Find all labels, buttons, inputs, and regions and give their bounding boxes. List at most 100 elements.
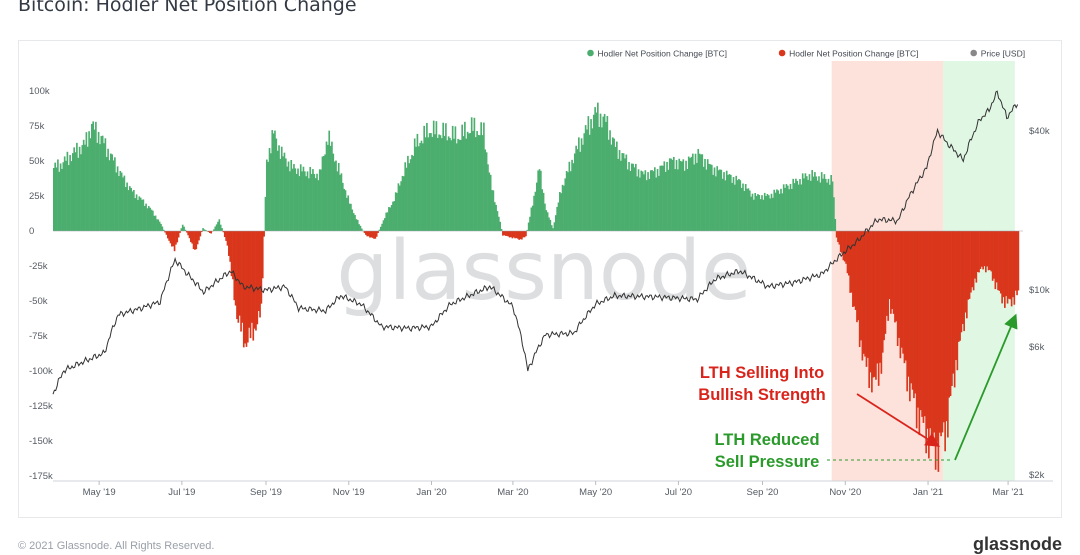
positive-bar bbox=[278, 145, 280, 231]
negative-bar bbox=[906, 231, 908, 392]
positive-bar bbox=[757, 194, 759, 231]
positive-bar bbox=[435, 121, 438, 231]
positive-bar bbox=[565, 170, 568, 231]
negative-bar bbox=[230, 231, 233, 277]
positive-bar bbox=[344, 190, 347, 231]
positive-bar bbox=[426, 122, 428, 231]
positive-bar bbox=[559, 191, 561, 231]
positive-bar bbox=[321, 156, 324, 231]
positive-bar bbox=[115, 172, 118, 231]
positive-bar bbox=[753, 199, 755, 231]
positive-bar bbox=[359, 225, 362, 231]
positive-bar bbox=[336, 171, 339, 231]
positive-bar bbox=[436, 137, 439, 231]
positive-bar bbox=[759, 199, 762, 231]
positive-bar bbox=[141, 199, 143, 231]
negative-bar bbox=[164, 231, 166, 233]
negative-bar bbox=[263, 231, 265, 237]
positive-bar bbox=[434, 134, 436, 231]
positive-bar bbox=[184, 229, 187, 231]
negative-bar bbox=[964, 231, 967, 313]
negative-bar bbox=[196, 231, 199, 245]
negative-bar bbox=[980, 231, 983, 267]
page-title: Bitcoin: Hodler Net Position Change bbox=[18, 0, 357, 16]
positive-bar bbox=[531, 205, 534, 231]
positive-bar bbox=[592, 114, 595, 231]
positive-bar bbox=[805, 176, 808, 231]
positive-bar bbox=[219, 224, 222, 231]
positive-bar bbox=[96, 142, 99, 231]
x-axis-tick-label: May '20 bbox=[579, 487, 612, 498]
positive-bar bbox=[131, 191, 134, 231]
positive-bar bbox=[530, 207, 533, 231]
positive-bar bbox=[59, 163, 62, 231]
negative-bar bbox=[200, 231, 203, 233]
negative-bar bbox=[1009, 231, 1012, 300]
positive-bar bbox=[316, 173, 318, 231]
positive-bar bbox=[622, 153, 625, 231]
positive-bar bbox=[423, 125, 426, 231]
positive-bar bbox=[303, 171, 306, 231]
positive-bar bbox=[63, 156, 66, 231]
positive-bar bbox=[158, 221, 161, 231]
positive-bar bbox=[487, 164, 489, 231]
positive-bar bbox=[343, 188, 345, 231]
positive-bar bbox=[824, 178, 827, 231]
positive-bar bbox=[621, 153, 624, 231]
positive-bar bbox=[643, 174, 645, 231]
brand-logo: glassnode bbox=[972, 534, 1062, 554]
positive-bar bbox=[709, 164, 712, 231]
negative-bar bbox=[838, 231, 841, 245]
positive-bar bbox=[728, 174, 731, 231]
x-axis-tick-label: Jul '19 bbox=[168, 487, 195, 498]
positive-bar bbox=[758, 195, 761, 231]
positive-bar bbox=[181, 224, 184, 231]
legend-label: Hodler Net Position Change [BTC] bbox=[789, 49, 918, 59]
positive-bar bbox=[777, 190, 780, 231]
negative-bar bbox=[861, 231, 864, 361]
positive-bar bbox=[549, 219, 552, 231]
positive-bar bbox=[453, 138, 455, 231]
negative-bar bbox=[522, 231, 525, 238]
positive-bar bbox=[474, 137, 477, 231]
negative-bar bbox=[858, 231, 861, 348]
negative-bar bbox=[915, 231, 918, 429]
negative-bar bbox=[251, 231, 253, 323]
positive-bar bbox=[386, 212, 389, 231]
negative-bar bbox=[514, 231, 516, 239]
positive-bar bbox=[302, 166, 305, 231]
positive-bar bbox=[265, 159, 268, 231]
positive-bar bbox=[422, 143, 424, 231]
x-axis-tick-label: Mar '21 bbox=[992, 487, 1023, 498]
positive-bar bbox=[461, 124, 464, 231]
positive-bar bbox=[710, 164, 713, 231]
positive-bar bbox=[667, 169, 670, 231]
positive-bar bbox=[541, 189, 544, 231]
positive-bar bbox=[603, 113, 606, 231]
annotation-reduced-line1: LTH Reduced bbox=[714, 431, 819, 449]
positive-bar bbox=[579, 151, 582, 231]
positive-bar bbox=[599, 113, 602, 231]
positive-bar bbox=[393, 201, 396, 231]
negative-bar bbox=[910, 231, 913, 384]
positive-bar bbox=[465, 138, 468, 231]
negative-bar bbox=[937, 231, 940, 472]
positive-bar bbox=[587, 116, 590, 231]
positive-bar bbox=[389, 207, 392, 231]
positive-bar bbox=[124, 187, 127, 231]
positive-bar bbox=[70, 161, 73, 231]
positive-bar bbox=[337, 162, 340, 231]
positive-bar bbox=[563, 185, 565, 231]
positive-bar bbox=[73, 147, 76, 231]
positive-bar bbox=[180, 228, 183, 231]
legend-label: Price [USD] bbox=[981, 49, 1025, 59]
positive-bar bbox=[447, 136, 450, 231]
positive-bar bbox=[652, 171, 655, 231]
positive-bar bbox=[264, 196, 267, 231]
positive-bar bbox=[317, 180, 320, 231]
positive-bar bbox=[670, 158, 672, 231]
positive-bar bbox=[748, 190, 751, 231]
positive-bar bbox=[480, 122, 482, 231]
negative-bar bbox=[365, 231, 367, 235]
positive-bar bbox=[811, 170, 814, 231]
